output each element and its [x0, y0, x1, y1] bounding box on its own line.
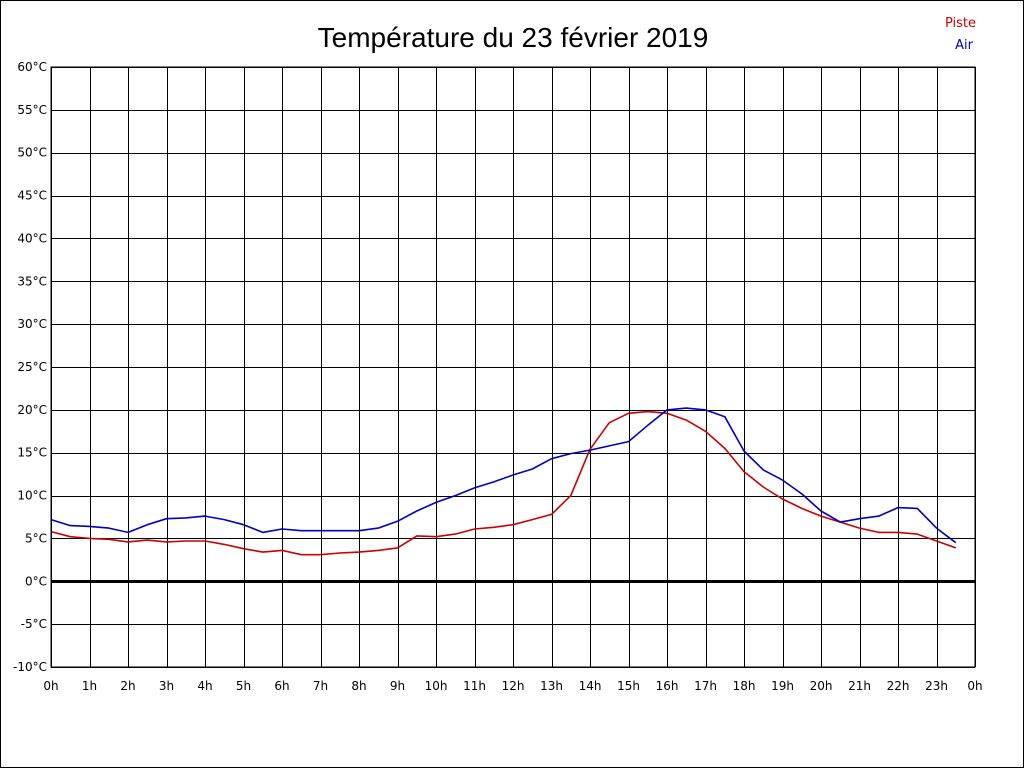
- y-tick-label-9: 35°C: [17, 274, 47, 288]
- tick-labels: 0h 1h 2h 3h 4h 5h 6h 7h 8h 9h 10h 11h 12h 13h 14h 15h 16…: [13, 60, 983, 693]
- legend-air: Air: [955, 38, 974, 53]
- plot-border: [50, 66, 976, 668]
- y-tick-label-11: 45°C: [17, 189, 47, 203]
- legend-piste: Piste: [945, 16, 976, 31]
- x-tick-label-23: 23h: [925, 679, 948, 693]
- series-line-air: [50, 407, 957, 544]
- x-tick-label-24: 0h: [967, 679, 982, 693]
- grid: [51, 67, 976, 668]
- x-tick-label-7: 7h: [313, 679, 328, 693]
- x-tick-label-0: 0h: [43, 679, 58, 693]
- y-tick-label-12: 50°C: [17, 146, 47, 160]
- x-tick-label-4: 4h: [197, 679, 212, 693]
- y-tick-label-6: 20°C: [17, 403, 47, 417]
- x-tick-label-1: 1h: [82, 679, 97, 693]
- x-tick-label-15: 15h: [617, 679, 640, 693]
- x-tick-label-6: 6h: [274, 679, 289, 693]
- x-tick-label-2: 2h: [120, 679, 135, 693]
- x-tick-label-19: 19h: [771, 679, 794, 693]
- y-tick-label-10: 40°C: [17, 231, 47, 245]
- x-tick-label-20: 20h: [810, 679, 833, 693]
- y-tick-label-7: 25°C: [17, 360, 47, 374]
- x-tick-label-18: 18h: [733, 679, 756, 693]
- y-tick-label-0: -10°C: [13, 660, 47, 674]
- y-tick-label-5: 15°C: [17, 446, 47, 460]
- x-tick-label-8: 8h: [351, 679, 366, 693]
- x-tick-label-21: 21h: [848, 679, 871, 693]
- y-tick-label-8: 30°C: [17, 317, 47, 331]
- chart-title: Température du 23 février 2019: [318, 22, 709, 53]
- x-tick-label-11: 11h: [463, 679, 486, 693]
- x-tick-label-13: 13h: [540, 679, 563, 693]
- y-tick-label-3: 5°C: [25, 531, 47, 545]
- x-tick-label-9: 9h: [390, 679, 405, 693]
- x-tick-label-22: 22h: [887, 679, 910, 693]
- y-tick-label-2: 0°C: [25, 574, 47, 588]
- y-tick-label-14: 60°C: [17, 60, 47, 74]
- y-tick-label-4: 10°C: [17, 489, 47, 503]
- x-tick-label-5: 5h: [236, 679, 251, 693]
- x-tick-label-17: 17h: [694, 679, 717, 693]
- x-tick-label-3: 3h: [159, 679, 174, 693]
- y-tick-label-13: 55°C: [17, 103, 47, 117]
- series-line-piste: [50, 410, 957, 556]
- x-tick-label-16: 16h: [656, 679, 679, 693]
- x-tick-label-14: 14h: [579, 679, 602, 693]
- series-lines: [50, 407, 957, 556]
- x-tick-label-12: 12h: [502, 679, 525, 693]
- y-tick-label-1: -5°C: [21, 617, 47, 631]
- x-tick-label-10: 10h: [425, 679, 448, 693]
